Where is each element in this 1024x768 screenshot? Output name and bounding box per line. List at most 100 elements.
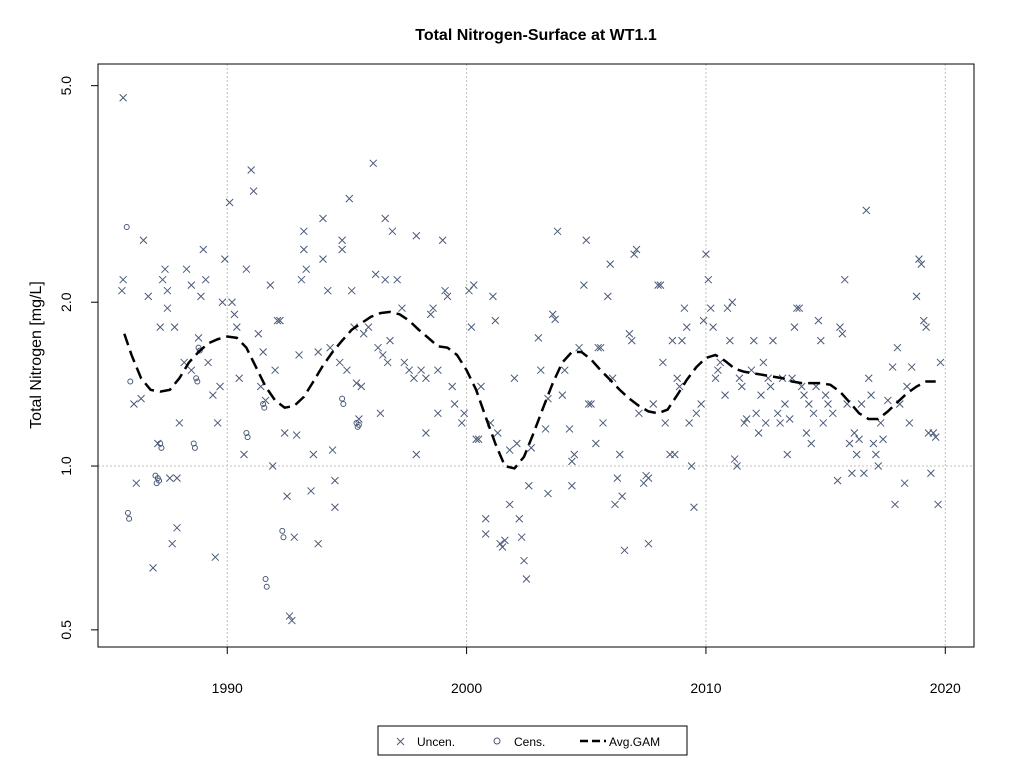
point-uncen-267 <box>867 391 875 399</box>
legend-label-avg-gam: Avg.GAM <box>609 735 660 749</box>
point-uncen-107 <box>422 374 430 383</box>
point-uncen-264 <box>860 469 868 478</box>
point-uncen-266 <box>864 374 873 383</box>
legend: Uncen. Cens. Avg.GAM <box>377 725 688 756</box>
point-uncen-241 <box>800 391 808 399</box>
point-uncen-195 <box>680 304 689 313</box>
point-uncen-251 <box>824 400 832 408</box>
point-uncen-150 <box>551 315 560 324</box>
point-uncen-125 <box>481 530 490 538</box>
point-uncen-284 <box>917 260 926 268</box>
point-cens-0 <box>123 223 130 230</box>
point-uncen-126 <box>481 514 490 523</box>
point-uncen-88 <box>369 159 378 168</box>
point-uncen-290 <box>934 500 942 509</box>
point-cens-17 <box>244 434 251 441</box>
point-uncen-260 <box>850 429 859 437</box>
point-uncen-199 <box>690 503 698 512</box>
legend-marker-uncen <box>396 737 405 746</box>
point-uncen-5 <box>137 394 145 403</box>
point-uncen-103 <box>412 450 421 459</box>
point-uncen-167 <box>603 292 612 301</box>
point-uncen-155 <box>568 481 576 490</box>
point-uncen-285 <box>919 316 928 325</box>
point-uncen-57 <box>288 616 296 625</box>
point-cens-20 <box>262 576 269 583</box>
point-uncen-211 <box>723 304 732 313</box>
point-cens-24 <box>339 395 346 402</box>
point-uncen-35 <box>220 255 229 263</box>
point-cens-18 <box>260 401 267 408</box>
point-uncen-12 <box>161 265 169 274</box>
point-uncen-76 <box>335 358 344 367</box>
point-uncen-207 <box>711 374 720 383</box>
point-uncen-185 <box>654 281 662 289</box>
point-uncen-231 <box>776 419 784 427</box>
point-uncen-165 <box>596 343 605 352</box>
point-uncen-205 <box>706 304 715 313</box>
point-uncen-248 <box>816 336 825 345</box>
point-uncen-193 <box>675 382 684 391</box>
point-uncen-243 <box>804 400 813 408</box>
point-uncen-87 <box>364 323 373 331</box>
point-uncen-209 <box>716 358 725 367</box>
point-uncen-3 <box>130 400 138 408</box>
point-uncen-49 <box>266 281 275 289</box>
point-uncen-69 <box>319 255 327 263</box>
point-uncen-99 <box>398 304 406 313</box>
point-uncen-253 <box>833 476 842 485</box>
point-uncen-1 <box>119 275 127 284</box>
point-uncen-279 <box>903 382 911 391</box>
point-uncen-280 <box>905 419 914 427</box>
point-uncen-237 <box>790 323 799 331</box>
point-uncen-168 <box>606 260 615 268</box>
point-uncen-283 <box>915 255 923 263</box>
point-cens-22 <box>279 527 286 534</box>
point-uncen-39 <box>232 323 241 331</box>
point-uncen-289 <box>929 429 938 437</box>
point-uncen-74 <box>331 503 339 512</box>
point-uncen-136 <box>510 374 519 383</box>
point-uncen-263 <box>857 400 866 408</box>
point-uncen-44 <box>249 187 258 195</box>
point-uncen-135 <box>505 500 514 509</box>
point-uncen-90 <box>374 343 382 352</box>
point-uncen-229 <box>769 336 777 345</box>
y-tick-label-3: 5.0 <box>58 76 74 96</box>
point-uncen-16 <box>168 539 177 548</box>
point-uncen-94 <box>381 275 390 284</box>
point-uncen-291 <box>936 358 945 367</box>
point-uncen-63 <box>299 245 308 254</box>
grid <box>98 64 974 647</box>
point-uncen-91 <box>376 409 385 418</box>
point-cens-11 <box>191 444 198 451</box>
point-uncen-118 <box>460 409 469 418</box>
series-avg-gam-line <box>123 310 936 470</box>
point-uncen-173 <box>618 492 627 501</box>
point-uncen-224 <box>757 391 765 399</box>
point-uncen-13 <box>163 286 172 295</box>
point-uncen-62 <box>299 227 308 236</box>
point-uncen-78 <box>338 245 346 254</box>
point-uncen-123 <box>474 435 483 444</box>
point-uncen-101 <box>405 366 414 375</box>
point-uncen-134 <box>505 446 514 454</box>
point-uncen-120 <box>467 323 476 331</box>
point-uncen-131 <box>496 539 504 548</box>
point-uncen-166 <box>599 419 607 427</box>
point-uncen-221 <box>749 336 758 345</box>
point-uncen-48 <box>261 396 270 405</box>
point-uncen-121 <box>469 281 478 289</box>
point-uncen-157 <box>570 450 579 459</box>
point-uncen-6 <box>139 236 148 245</box>
point-uncen-79 <box>343 366 351 375</box>
point-uncen-71 <box>323 286 332 295</box>
point-uncen-146 <box>541 425 550 433</box>
point-uncen-142 <box>524 481 533 490</box>
point-uncen-29 <box>204 358 212 367</box>
point-uncen-77 <box>338 236 346 245</box>
point-uncen-164 <box>594 343 603 352</box>
point-uncen-93 <box>381 214 390 223</box>
point-uncen-256 <box>840 275 849 284</box>
